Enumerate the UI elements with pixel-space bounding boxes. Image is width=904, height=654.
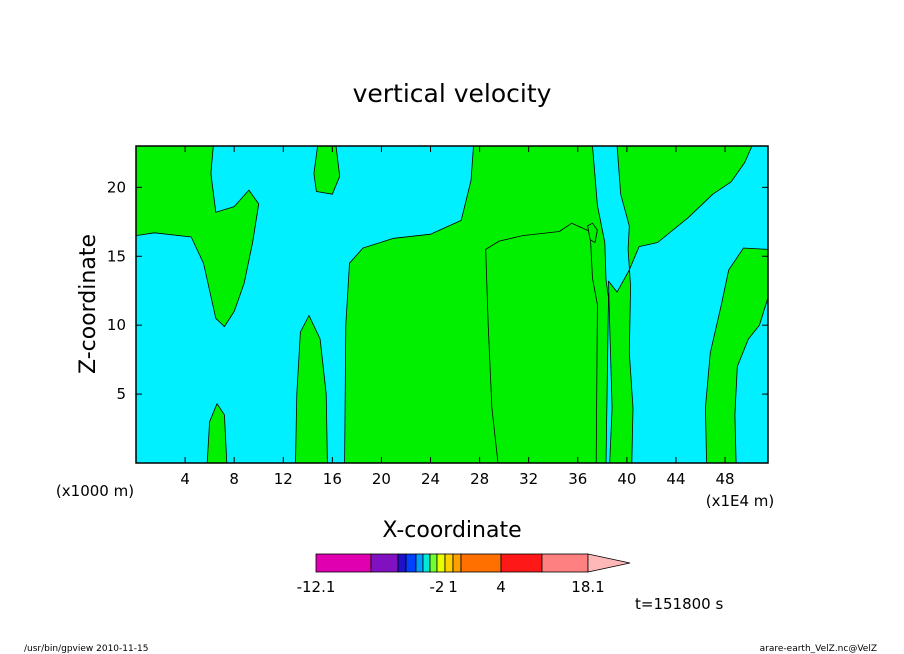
colorbar — [315, 553, 631, 573]
colorbar-swatch — [405, 553, 417, 573]
colorbar-swatch — [397, 553, 407, 573]
x-tick-label: 20 — [372, 470, 391, 488]
positive-region-6 — [705, 247, 768, 463]
colorbar-swatch — [444, 553, 454, 573]
x-axis-ticks: 4 8 12 16 20 24 28 32 36 40 44 48 — [180, 146, 735, 488]
x-tick-label: 28 — [470, 470, 489, 488]
time-label: t=151800 s — [635, 595, 723, 613]
positive-region-7 — [587, 222, 598, 243]
x-tick-label: 32 — [519, 470, 538, 488]
colorbar-swatch — [315, 553, 372, 573]
x-tick-label: 36 — [568, 470, 587, 488]
x-tick-label: 40 — [617, 470, 636, 488]
y-axis-ticks: 5 10 15 20 — [107, 178, 768, 403]
x-tick-label: 8 — [229, 470, 239, 488]
colorbar-swatch — [415, 553, 424, 573]
footer-right: arare-earth_VelZ.nc@VelZ — [760, 644, 877, 654]
y-tick-label: 5 — [116, 385, 126, 403]
colorbar-labels: -12.1 -2 1 4 18.1 — [297, 578, 605, 596]
colorbar-swatch — [460, 553, 502, 573]
positive-region-4 — [344, 146, 609, 463]
colorbar-label: -12.1 — [297, 578, 336, 596]
positive-region-5 — [608, 146, 753, 463]
colorbar-swatch — [541, 553, 589, 573]
x-unit-right: (x1E4 m) — [706, 492, 775, 510]
colorbar-label: 1 — [448, 578, 458, 596]
plot-frame — [135, 145, 769, 464]
y-tick-label: 20 — [107, 178, 126, 196]
x-tick-label: 16 — [323, 470, 342, 488]
x-tick-label: 12 — [274, 470, 293, 488]
colorbar-swatch — [436, 553, 446, 573]
positive-region-3 — [295, 315, 328, 463]
colorbar-swatch — [422, 553, 431, 573]
colorbar-label: 18.1 — [571, 578, 604, 596]
colorbar-swatch — [429, 553, 438, 573]
y-tick-label: 10 — [107, 316, 126, 334]
positive-velocity-regions — [136, 146, 768, 463]
positive-region-2 — [206, 403, 228, 463]
y-tick-label: 15 — [107, 247, 126, 265]
x-unit-left: (x1000 m) — [56, 482, 134, 500]
x-axis-label: X-coordinate — [382, 518, 521, 543]
positive-region-0 — [136, 146, 260, 328]
x-tick-label: 44 — [666, 470, 685, 488]
colorbar-swatch — [500, 553, 543, 573]
colorbar-label: 4 — [496, 578, 506, 596]
x-tick-label: 48 — [716, 470, 735, 488]
colorbar-swatch — [452, 553, 462, 573]
colorbar-swatch — [370, 553, 399, 573]
colorbar-label: -2 — [430, 578, 445, 596]
positive-region-1 — [313, 146, 341, 195]
colorbar-arrow — [587, 553, 631, 573]
x-tick-label: 24 — [421, 470, 440, 488]
y-axis-label: Z-coordinate — [76, 234, 101, 374]
x-tick-label: 4 — [180, 470, 190, 488]
chart-title: vertical velocity — [353, 79, 552, 108]
footer-left: /usr/bin/gpview 2010-11-15 — [24, 644, 148, 654]
